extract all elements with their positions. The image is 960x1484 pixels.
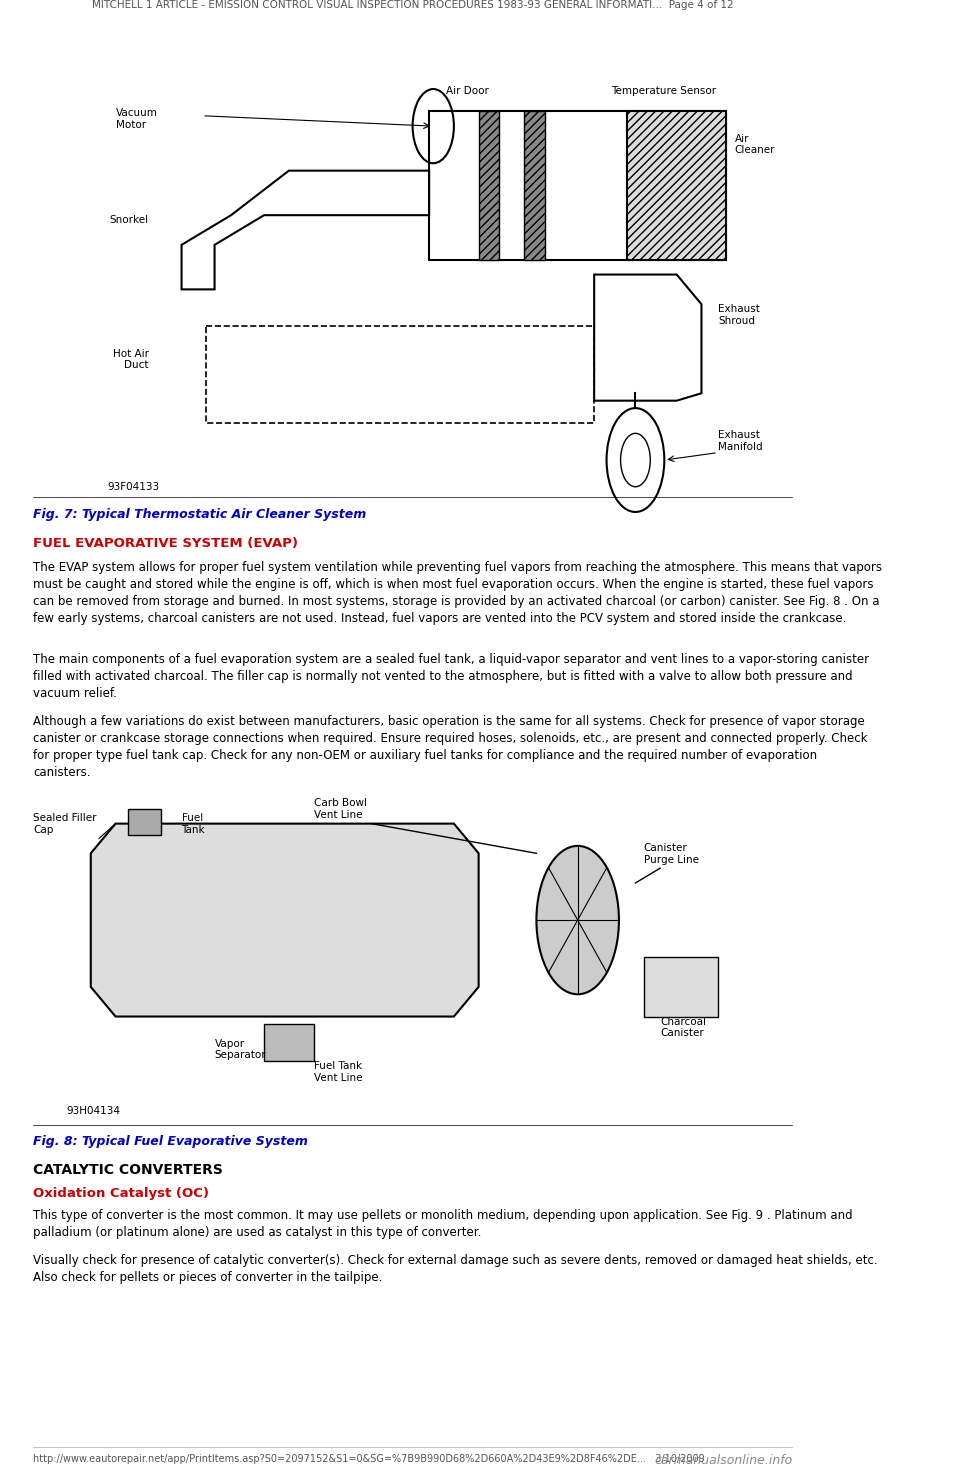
Text: Exhaust
Shroud: Exhaust Shroud — [718, 304, 759, 326]
Polygon shape — [264, 1024, 314, 1061]
Text: FUEL EVAPORATIVE SYSTEM (EVAP): FUEL EVAPORATIVE SYSTEM (EVAP) — [33, 537, 298, 551]
Polygon shape — [524, 111, 544, 260]
Text: 93H04134: 93H04134 — [66, 1106, 120, 1116]
Text: Fig. 7: Typical Thermostatic Air Cleaner System: Fig. 7: Typical Thermostatic Air Cleaner… — [33, 508, 367, 521]
Polygon shape — [644, 957, 718, 1017]
Text: Air Door: Air Door — [445, 86, 489, 96]
Text: Vacuum
Motor: Vacuum Motor — [115, 108, 157, 131]
Text: Oxidation Catalyst (OC): Oxidation Catalyst (OC) — [33, 1187, 209, 1201]
Text: The main components of a fuel evaporation system are a sealed fuel tank, a liqui: The main components of a fuel evaporatio… — [33, 653, 869, 700]
Text: Canister
Purge Line: Canister Purge Line — [644, 843, 699, 865]
Text: Fuel Tank
Vent Line: Fuel Tank Vent Line — [314, 1061, 362, 1083]
Text: Temperature Sensor: Temperature Sensor — [611, 86, 716, 96]
Text: Exhaust
Manifold: Exhaust Manifold — [718, 430, 762, 453]
Text: 93F04133: 93F04133 — [108, 482, 159, 493]
Text: This type of converter is the most common. It may use pellets or monolith medium: This type of converter is the most commo… — [33, 1209, 852, 1239]
Text: carmanualsonline.info: carmanualsonline.info — [654, 1454, 792, 1468]
Text: Vapor
Separator: Vapor Separator — [215, 1039, 266, 1061]
Text: Carb Bowl
Vent Line: Carb Bowl Vent Line — [314, 798, 367, 821]
Text: Visually check for presence of catalytic converter(s). Check for external damage: Visually check for presence of catalytic… — [33, 1254, 877, 1284]
Text: Sealed Filler
Cap: Sealed Filler Cap — [33, 813, 97, 835]
Polygon shape — [479, 111, 499, 260]
Text: Although a few variations do exist between manufacturers, basic operation is the: Although a few variations do exist betwe… — [33, 715, 868, 779]
Text: Fuel
Tank: Fuel Tank — [181, 813, 205, 835]
Polygon shape — [627, 111, 726, 260]
Text: Charcoal
Canister: Charcoal Canister — [660, 1017, 707, 1039]
Polygon shape — [128, 809, 161, 835]
Text: CATALYTIC CONVERTERS: CATALYTIC CONVERTERS — [33, 1163, 223, 1177]
Text: The EVAP system allows for proper fuel system ventilation while preventing fuel : The EVAP system allows for proper fuel s… — [33, 561, 882, 625]
Text: Fig. 8: Typical Fuel Evaporative System: Fig. 8: Typical Fuel Evaporative System — [33, 1135, 308, 1149]
Text: MITCHELL 1 ARTICLE - EMISSION CONTROL VISUAL INSPECTION PROCEDURES 1983-93 GENER: MITCHELL 1 ARTICLE - EMISSION CONTROL VI… — [92, 0, 733, 10]
Circle shape — [537, 846, 619, 994]
Text: Hot Air
Duct: Hot Air Duct — [112, 349, 149, 371]
Polygon shape — [91, 824, 479, 1017]
Text: http://www.eautorepair.net/app/PrintItems.asp?S0=2097152&S1=0&SG=%7B9B990D68%2D6: http://www.eautorepair.net/app/PrintItem… — [33, 1454, 705, 1465]
Text: Air
Cleaner: Air Cleaner — [734, 134, 775, 156]
Text: Snorkel: Snorkel — [109, 215, 149, 226]
